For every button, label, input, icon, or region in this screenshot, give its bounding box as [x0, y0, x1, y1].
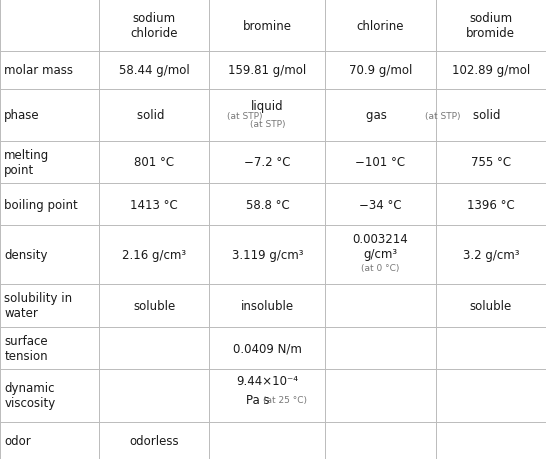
Text: chlorine: chlorine — [357, 19, 404, 33]
Text: sodium
bromide: sodium bromide — [466, 12, 515, 40]
Text: sodium
chloride: sodium chloride — [130, 12, 178, 40]
Text: 0.0409 N/m: 0.0409 N/m — [233, 342, 302, 355]
Text: 3.2 g/cm³: 3.2 g/cm³ — [462, 248, 519, 262]
Text: (at STP): (at STP) — [250, 120, 285, 129]
Text: 159.81 g/mol: 159.81 g/mol — [228, 64, 306, 77]
Text: −101 °C: −101 °C — [355, 156, 406, 169]
Text: insoluble: insoluble — [241, 299, 294, 312]
Text: dynamic
viscosity: dynamic viscosity — [4, 381, 56, 409]
Text: gas: gas — [366, 109, 395, 122]
Text: soluble: soluble — [470, 299, 512, 312]
Text: 1396 °C: 1396 °C — [467, 198, 515, 211]
Text: density: density — [4, 248, 48, 262]
Text: solid: solid — [473, 109, 508, 122]
Text: (at STP): (at STP) — [227, 112, 262, 121]
Text: (at 0 °C): (at 0 °C) — [361, 263, 400, 273]
Text: 58.44 g/mol: 58.44 g/mol — [119, 64, 189, 77]
Text: −34 °C: −34 °C — [359, 198, 402, 211]
Text: 102.89 g/mol: 102.89 g/mol — [452, 64, 530, 77]
Text: 9.44×10⁻⁴: 9.44×10⁻⁴ — [236, 375, 299, 387]
Text: odor: odor — [4, 434, 31, 447]
Text: 0.003214
g/cm³: 0.003214 g/cm³ — [353, 232, 408, 260]
Text: 3.119 g/cm³: 3.119 g/cm³ — [232, 248, 303, 262]
Text: surface
tension: surface tension — [4, 334, 48, 362]
Text: 1413 °C: 1413 °C — [130, 198, 178, 211]
Text: solubility in
water: solubility in water — [4, 291, 73, 319]
Text: 70.9 g/mol: 70.9 g/mol — [349, 64, 412, 77]
Text: liquid: liquid — [251, 100, 284, 112]
Text: melting
point: melting point — [4, 149, 50, 176]
Text: molar mass: molar mass — [4, 64, 73, 77]
Text: odorless: odorless — [129, 434, 179, 447]
Text: 755 °C: 755 °C — [471, 156, 511, 169]
Text: 58.8 °C: 58.8 °C — [246, 198, 289, 211]
Text: bromine: bromine — [243, 19, 292, 33]
Text: soluble: soluble — [133, 299, 175, 312]
Text: −7.2 °C: −7.2 °C — [244, 156, 290, 169]
Text: 2.16 g/cm³: 2.16 g/cm³ — [122, 248, 186, 262]
Text: solid: solid — [137, 109, 172, 122]
Text: boiling point: boiling point — [4, 198, 78, 211]
Text: (at 25 °C): (at 25 °C) — [263, 396, 307, 404]
Text: (at STP): (at STP) — [425, 112, 460, 121]
Text: 801 °C: 801 °C — [134, 156, 174, 169]
Text: phase: phase — [4, 109, 40, 122]
Text: Pa s: Pa s — [246, 393, 269, 407]
